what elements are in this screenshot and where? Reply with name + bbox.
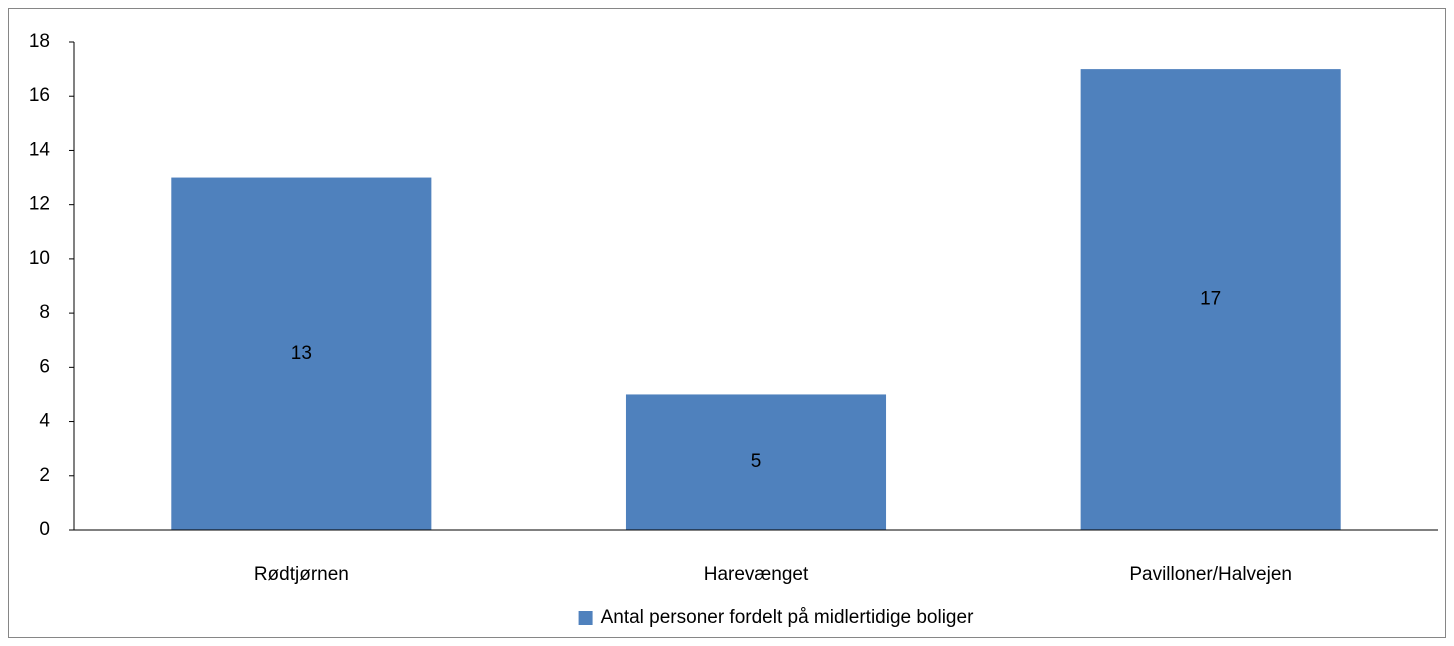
legend-swatch — [578, 611, 593, 625]
data-label: 17 — [1200, 289, 1221, 310]
y-tick-label: 2 — [39, 465, 50, 486]
y-tick-label: 6 — [39, 356, 50, 377]
y-tick-label: 16 — [29, 85, 50, 106]
x-tick-label: Pavilloner/Halvejen — [1129, 564, 1292, 585]
y-tick-label: 8 — [39, 302, 50, 323]
legend-label: Antal personer fordelt på midlertidige b… — [601, 607, 974, 628]
x-tick-label: Harevænget — [704, 564, 809, 585]
y-tick-label: 14 — [29, 139, 51, 160]
data-label: 13 — [291, 343, 312, 364]
y-tick-label: 12 — [29, 194, 50, 215]
y-tick-label: 0 — [39, 519, 50, 540]
data-label: 5 — [751, 451, 762, 472]
bar — [1080, 69, 1341, 530]
y-tick-label: 10 — [29, 248, 50, 269]
y-tick-label: 18 — [29, 31, 50, 52]
bar — [625, 394, 887, 530]
x-tick-label: Rødtjørnen — [254, 564, 349, 585]
y-tick-label: 4 — [39, 411, 50, 432]
bar — [171, 177, 432, 531]
